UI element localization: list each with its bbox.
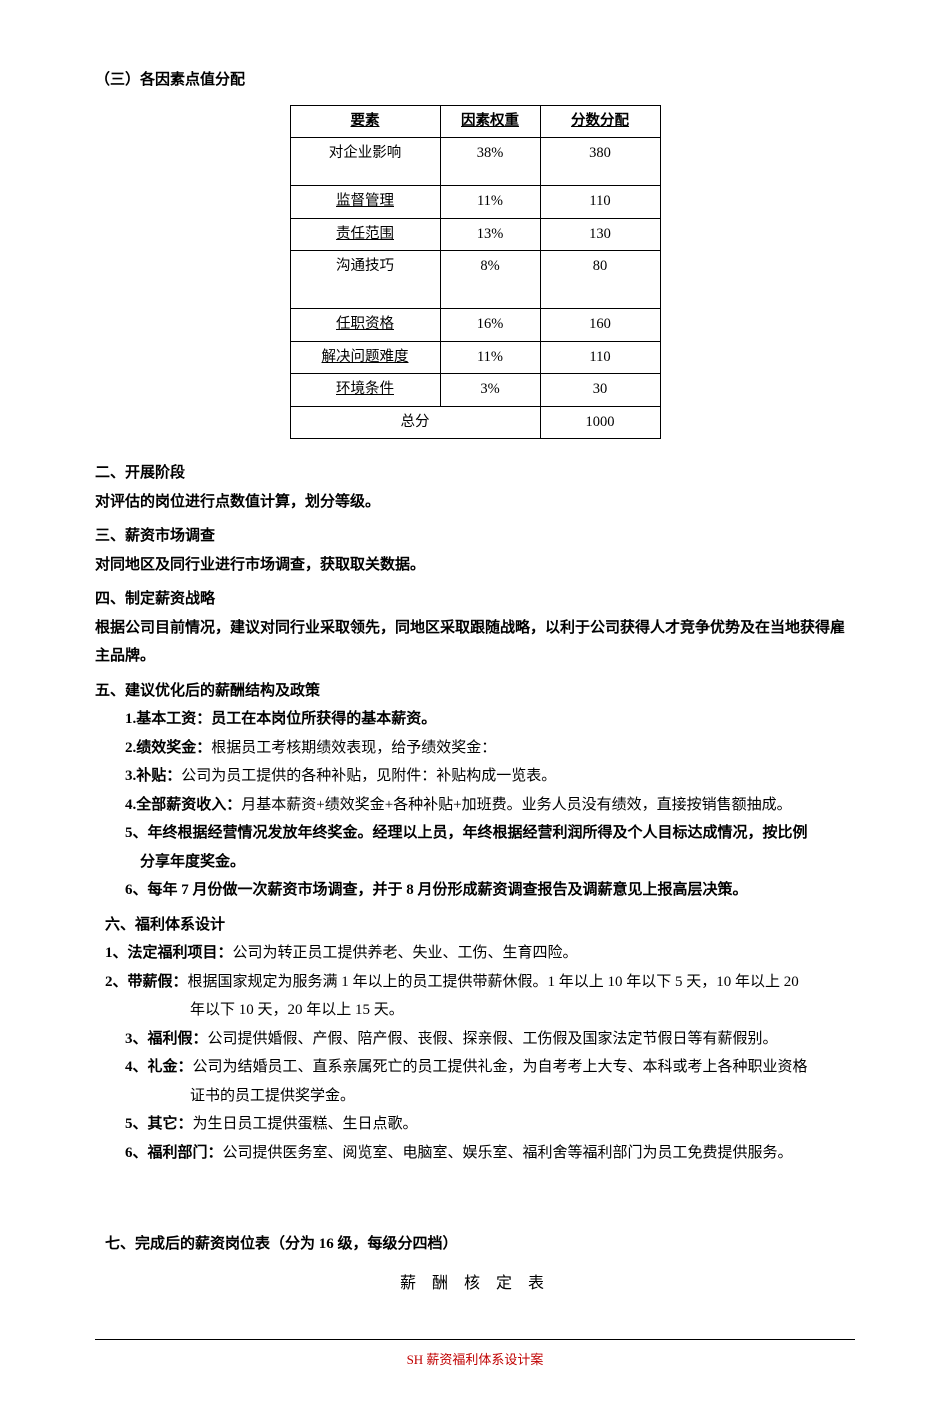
table-row-total: 总分1000: [290, 406, 660, 439]
th-score: 分数分配: [540, 105, 660, 138]
sec2-body: 对评估的岗位进行点数值计算，划分等级。: [95, 488, 855, 517]
sec5-i6: 6、每年 7 月份做一次薪资市场调查，并于 8 月份形成薪资调查报告及调薪意见上…: [95, 876, 855, 905]
text: 公司为转正员工提供养老、失业、工伤、生育四险。: [233, 945, 578, 961]
sec5-i5-line1: 5、年终根据经营情况发放年终奖金。经理以上员，年终根据经营利润所得及个人目标达成…: [95, 819, 855, 848]
text: 公司提供医务室、阅览室、电脑室、娱乐室、福利舍等福利部门为员工免费提供服务。: [223, 1145, 793, 1161]
label: 1、法定福利项目：: [105, 945, 233, 961]
table-row: 解决问题难度11%110: [290, 341, 660, 374]
cell-element: 任职资格: [290, 309, 440, 342]
cell-element: 责任范围: [290, 218, 440, 251]
cell-element: 监督管理: [290, 186, 440, 219]
th-element: 要素: [290, 105, 440, 138]
cell-score: 380: [540, 138, 660, 186]
sec6-i5: 5、其它：为生日员工提供蛋糕、生日点歌。: [95, 1110, 855, 1139]
text: 月基本薪资+绩效奖金+各种补贴+加班费。业务人员没有绩效，直接按销售额抽成。: [241, 797, 791, 813]
table-row: 对企业影响38%380: [290, 138, 660, 186]
text: 为生日员工提供蛋糕、生日点歌。: [193, 1116, 418, 1132]
sec2-title: 二、开展阶段: [95, 459, 855, 488]
label: 2、带薪假：: [105, 974, 188, 990]
text: 员工在本岗位所获得的基本薪资。: [211, 711, 436, 727]
text: 公司提供婚假、产假、陪产假、丧假、探亲假、工伤假及国家法定节假日等有薪假别。: [208, 1031, 778, 1047]
cell-weight: 11%: [440, 186, 540, 219]
cell-score: 30: [540, 374, 660, 407]
text: 公司为员工提供的各种补贴，见附件：补贴构成一览表。: [181, 768, 556, 784]
cell-element: 解决问题难度: [290, 341, 440, 374]
sec6-i6: 6、福利部门：公司提供医务室、阅览室、电脑室、娱乐室、福利舍等福利部门为员工免费…: [95, 1139, 855, 1168]
cell-element: 对企业影响: [290, 138, 440, 186]
sec6-i4: 4、礼金：公司为结婚员工、直系亲属死亡的员工提供礼金，为自考考上大专、本科或考上…: [95, 1053, 855, 1082]
text: 根据员工考核期绩效表现，给予绩效奖金：: [211, 740, 496, 756]
cell-total-label: 总分: [290, 406, 540, 439]
cell-score: 80: [540, 251, 660, 309]
cell-weight: 3%: [440, 374, 540, 407]
label: 1.基本工资：: [125, 711, 211, 727]
cell-score: 110: [540, 341, 660, 374]
cell-weight: 38%: [440, 138, 540, 186]
footer: SH 薪资福利体系设计案: [95, 1339, 855, 1375]
table-row: 监督管理11%110: [290, 186, 660, 219]
label: 4、礼金：: [125, 1059, 193, 1075]
sec7-title: 七、完成后的薪资岗位表（分为 16 级，每级分四档）: [95, 1230, 855, 1259]
sec5-title: 五、建议优化后的薪酬结构及政策: [95, 677, 855, 706]
sec7-subtitle: 薪 酬 核 定 表: [95, 1269, 855, 1299]
label: 6、福利部门：: [125, 1145, 223, 1161]
sec3-title: 三、薪资市场调查: [95, 522, 855, 551]
sec4-body: 根据公司目前情况，建议对同行业采取领先，同地区采取跟随战略，以利于公司获得人才竞…: [95, 614, 855, 671]
label: 5、其它：: [125, 1116, 193, 1132]
th-weight: 因素权重: [440, 105, 540, 138]
sec5-i2: 2.绩效奖金：根据员工考核期绩效表现，给予绩效奖金：: [95, 734, 855, 763]
cell-weight: 8%: [440, 251, 540, 309]
cell-score: 130: [540, 218, 660, 251]
cell-element: 沟通技巧: [290, 251, 440, 309]
sec6-i4-line2: 证书的员工提供奖学金。: [95, 1082, 855, 1111]
cell-weight: 16%: [440, 309, 540, 342]
sec6-i3: 3、福利假：公司提供婚假、产假、陪产假、丧假、探亲假、工伤假及国家法定节假日等有…: [95, 1025, 855, 1054]
cell-weight: 11%: [440, 341, 540, 374]
table-row: 环境条件3%30: [290, 374, 660, 407]
text: 公司为结婚员工、直系亲属死亡的员工提供礼金，为自考考上大专、本科或考上各种职业资…: [193, 1059, 808, 1075]
label: 4.全部薪资收入：: [125, 797, 241, 813]
text: 根据国家规定为服务满 1 年以上的员工提供带薪休假。1 年以上 10 年以下 5…: [188, 974, 799, 990]
sec5-i1: 1.基本工资：员工在本岗位所获得的基本薪资。: [95, 705, 855, 734]
sec3-body: 对同地区及同行业进行市场调查，获取取关数据。: [95, 551, 855, 580]
cell-score: 110: [540, 186, 660, 219]
factor-table: 要素 因素权重 分数分配 对企业影响38%380监督管理11%110责任范围13…: [290, 105, 661, 440]
sec4-title: 四、制定薪资战略: [95, 585, 855, 614]
table-row: 沟通技巧8%80: [290, 251, 660, 309]
cell-score: 160: [540, 309, 660, 342]
label: 3.补贴：: [125, 768, 181, 784]
label: 3、福利假：: [125, 1031, 208, 1047]
sec5-i3: 3.补贴：公司为员工提供的各种补贴，见附件：补贴构成一览表。: [95, 762, 855, 791]
sec6-i1: 1、法定福利项目：公司为转正员工提供养老、失业、工伤、生育四险。: [95, 939, 855, 968]
sec6-i2-line2: 年以下 10 天，20 年以上 15 天。: [95, 996, 855, 1025]
footer-text: SH 薪资福利体系设计案: [407, 1352, 544, 1367]
label: 2.绩效奖金：: [125, 740, 211, 756]
cell-total-value: 1000: [540, 406, 660, 439]
table-row: 任职资格16%160: [290, 309, 660, 342]
cell-weight: 13%: [440, 218, 540, 251]
sec6-title: 六、福利体系设计: [95, 911, 855, 940]
sec5-i5-line2: 分享年度奖金。: [95, 848, 855, 877]
table-row: 责任范围13%130: [290, 218, 660, 251]
heading-3: （三）各因素点值分配: [95, 66, 855, 95]
cell-element: 环境条件: [290, 374, 440, 407]
sec5-i4: 4.全部薪资收入：月基本薪资+绩效奖金+各种补贴+加班费。业务人员没有绩效，直接…: [95, 791, 855, 820]
sec6-i2: 2、带薪假：根据国家规定为服务满 1 年以上的员工提供带薪休假。1 年以上 10…: [95, 968, 855, 997]
